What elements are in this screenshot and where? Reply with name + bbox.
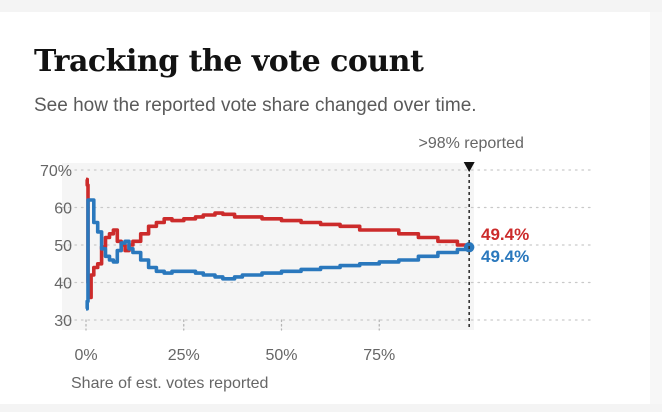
end-label-blue: 49.4% [481, 247, 529, 266]
bottom-background-band [0, 404, 662, 412]
x-tick-label-25: 25% [168, 347, 200, 364]
y-tick-label-40: 40 [54, 276, 72, 293]
series-line-red [85, 177, 471, 300]
top-background-band [0, 0, 662, 12]
x-tick-label-50: 50% [265, 347, 297, 364]
y-tick-label-70: 70% [40, 163, 72, 180]
right-edge-background [650, 12, 662, 404]
y-tick-label-50: 50 [54, 238, 72, 255]
y-tick-label-60: 60 [54, 201, 72, 218]
reported-marker-triangle [463, 162, 475, 172]
annotations: >98% reported 49.4% 49.4% [418, 135, 529, 330]
reported-marker-label: >98% reported [418, 135, 523, 152]
gridlines [61, 169, 593, 321]
x-tick-label-75: 75% [363, 347, 395, 364]
axes: 70% 60 50 40 300% 25% 50% 75% Share of est. vote… [40, 163, 395, 392]
series-line-blue [85, 198, 471, 311]
end-label-red: 49.4% [481, 225, 529, 244]
y-tick-label-30: 30 [54, 313, 72, 330]
x-axis-title: Share of est. votes reported [71, 375, 268, 392]
chart-subtitle: See how the reported vote share changed … [34, 95, 477, 116]
chart-title: Tracking the vote count [34, 44, 424, 79]
x-tick-label-0: 0% [74, 347, 97, 364]
